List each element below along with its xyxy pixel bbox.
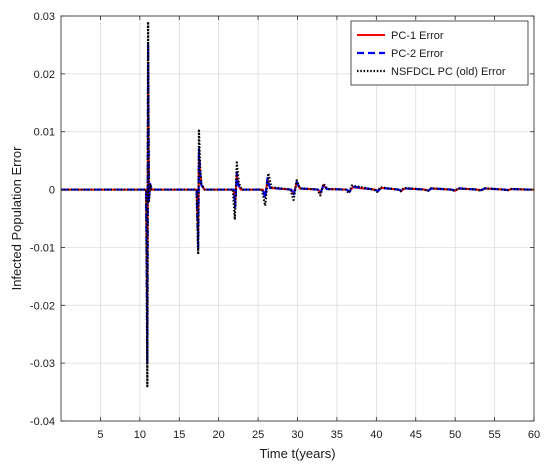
y-tick-label: -0.02 xyxy=(30,300,55,312)
x-tick-label: 35 xyxy=(331,429,343,441)
x-tick-label: 45 xyxy=(410,429,422,441)
legend-label-2: PC-2 Error xyxy=(391,48,444,60)
x-tick-label: 30 xyxy=(291,429,303,441)
x-tick-label: 50 xyxy=(449,429,461,441)
x-tick-label: 20 xyxy=(213,429,225,441)
x-tick-label: 60 xyxy=(528,429,540,441)
y-tick-label: -0.04 xyxy=(30,416,55,428)
x-tick-label: 40 xyxy=(370,429,382,441)
legend-label-1: PC-1 Error xyxy=(391,30,444,42)
axis-ticks: 5 10 15 20 25 30 35 40 45 50 55 60 -0.04 -0.03 -0.02 -0… xyxy=(30,11,540,441)
y-tick-label: -0.03 xyxy=(30,358,55,370)
x-tick-label: 55 xyxy=(488,429,500,441)
y-axis-label: Infected Population Error xyxy=(9,146,24,290)
y-tick-label: 0.03 xyxy=(34,11,55,23)
y-tick-label: 0.02 xyxy=(34,69,55,81)
y-tick-label: -0.01 xyxy=(30,242,55,254)
x-tick-label: 15 xyxy=(173,429,185,441)
series-line-3 xyxy=(61,20,534,388)
legend-label-3: NSFDCL PC (old) Error xyxy=(391,66,506,78)
y-tick-label: 0 xyxy=(49,185,55,197)
x-tick-label: 5 xyxy=(97,429,103,441)
series-layer xyxy=(61,20,534,388)
x-tick-label: 25 xyxy=(252,429,264,441)
y-tick-label: 0.01 xyxy=(34,127,55,139)
legend: PC-1 Error PC-2 Error NSFDCL PC (old) Erro… xyxy=(350,20,529,86)
x-tick-label: 10 xyxy=(134,429,146,441)
x-axis-label: Time t(years) xyxy=(259,446,335,461)
